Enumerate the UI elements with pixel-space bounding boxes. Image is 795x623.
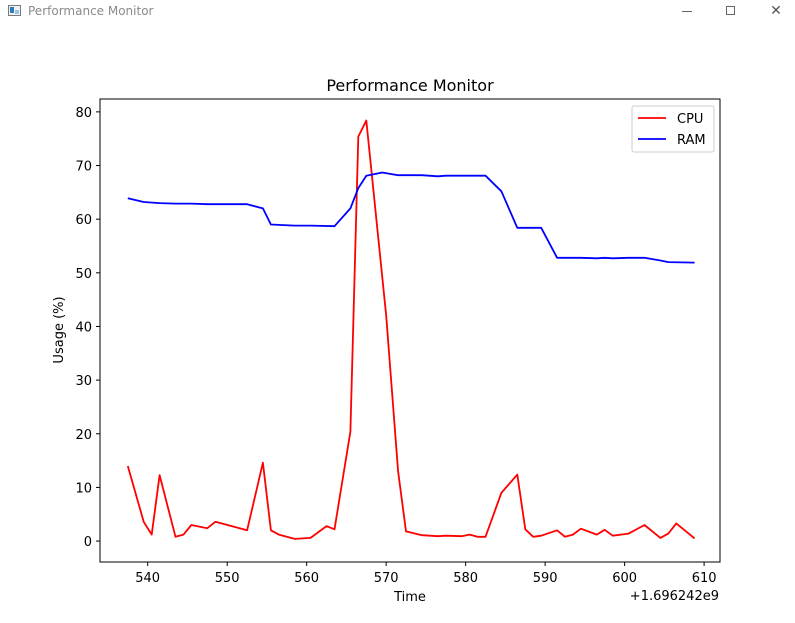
y-tick-label: 40 bbox=[75, 320, 92, 335]
x-tick-label: 590 bbox=[533, 571, 558, 586]
x-tick-label: 560 bbox=[294, 571, 319, 586]
x-axis-offset-label: +1.696242e9 bbox=[630, 589, 719, 604]
maximize-button[interactable] bbox=[708, 0, 754, 24]
maximize-icon bbox=[726, 6, 735, 15]
x-tick-label: 610 bbox=[692, 571, 717, 586]
close-button[interactable]: ✕ bbox=[753, 0, 795, 24]
y-axis-label: Usage (%) bbox=[52, 296, 67, 363]
chart-title: Performance Monitor bbox=[326, 76, 494, 95]
close-icon: ✕ bbox=[770, 3, 782, 19]
y-tick-label: 50 bbox=[75, 267, 92, 282]
x-tick-label: 550 bbox=[215, 571, 240, 586]
y-tick-label: 10 bbox=[75, 481, 92, 496]
series-line-ram bbox=[127, 171, 695, 264]
y-tick-label: 30 bbox=[75, 374, 92, 389]
legend-label-cpu: CPU bbox=[677, 112, 703, 127]
y-tick-label: 60 bbox=[75, 213, 92, 228]
x-tick-label: 580 bbox=[453, 571, 478, 586]
window-title: Performance Monitor bbox=[28, 4, 154, 18]
x-tick-label: 570 bbox=[374, 571, 399, 586]
x-axis: 540 550 560 570 580 590 600 610 bbox=[135, 562, 717, 586]
y-tick-label: 80 bbox=[75, 106, 92, 121]
y-tick-label: 0 bbox=[84, 535, 92, 550]
x-axis-label: Time bbox=[393, 590, 426, 605]
plot-area bbox=[126, 119, 696, 540]
minimize-icon bbox=[682, 11, 692, 12]
series-line-cpu bbox=[126, 119, 696, 540]
plot-frame bbox=[99, 98, 721, 563]
chart-legend: CPU RAM bbox=[631, 105, 715, 153]
minimize-button[interactable] bbox=[664, 0, 710, 24]
y-tick-label: 70 bbox=[75, 160, 92, 175]
x-tick-label: 600 bbox=[612, 571, 637, 586]
app-window-icon bbox=[8, 5, 21, 16]
legend-label-ram: RAM bbox=[677, 133, 706, 148]
y-axis: 0 10 20 30 40 50 60 70 80 bbox=[75, 106, 100, 550]
x-tick-label: 540 bbox=[135, 571, 160, 586]
y-tick-label: 20 bbox=[75, 428, 92, 443]
window-titlebar: Performance Monitor ✕ bbox=[0, 0, 795, 24]
